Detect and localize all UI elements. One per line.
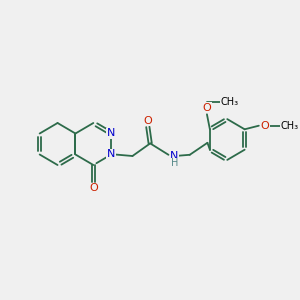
Text: H: H (171, 158, 178, 168)
Text: O: O (260, 121, 269, 131)
Text: O: O (202, 103, 211, 113)
Text: O: O (89, 183, 98, 193)
Text: CH₃: CH₃ (281, 121, 299, 131)
Text: CH₃: CH₃ (221, 97, 239, 107)
Text: N: N (107, 128, 116, 139)
Text: N: N (107, 149, 116, 160)
Text: O: O (143, 116, 152, 126)
Text: N: N (170, 151, 178, 161)
